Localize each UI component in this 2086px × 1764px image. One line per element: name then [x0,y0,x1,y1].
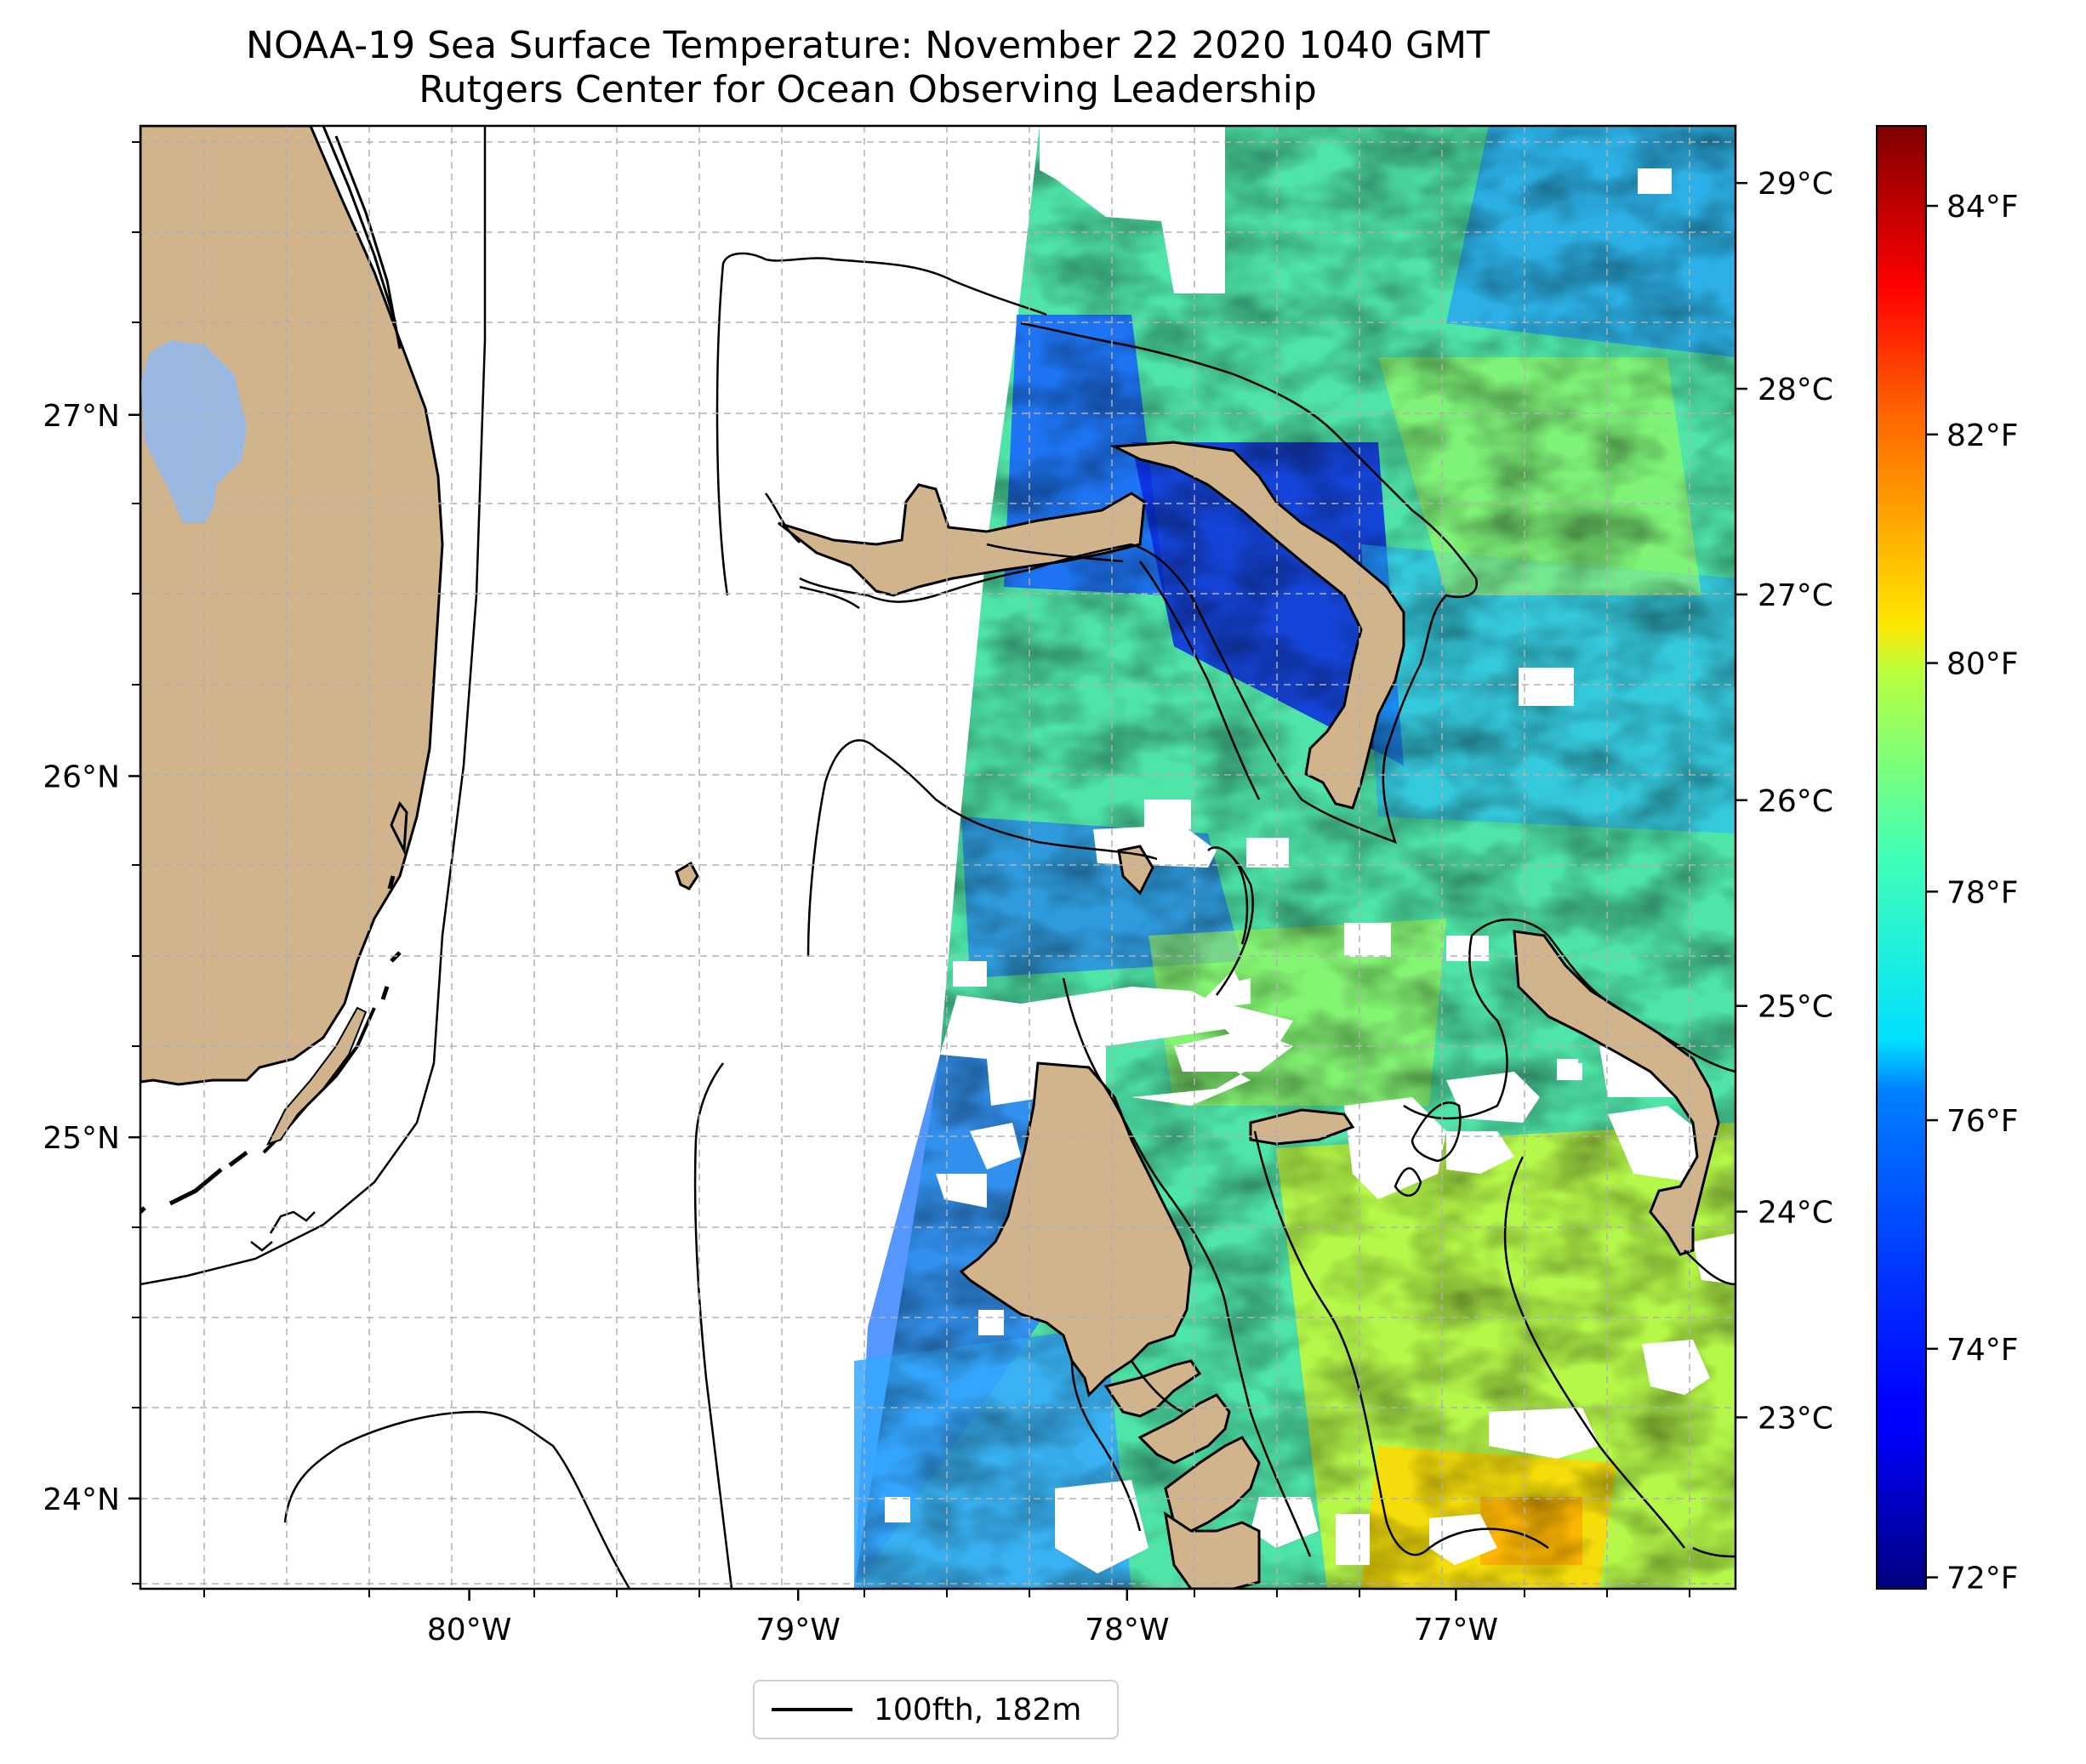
fahrenheit-tick-label-2: 76°F [1946,1104,2019,1139]
lon-tick-label-0: 80°W [427,1613,511,1647]
lon-tick-label-3: 77°W [1414,1613,1498,1647]
lon-tick-label-1: 79°W [755,1613,840,1647]
lat-lon-grid [140,126,1735,1589]
fahrenheit-tick-label-5: 82°F [1946,418,2019,453]
map-title: NOAA-19 Sea Surface Temperature: Novembe… [246,24,1490,67]
fahrenheit-tick-label-4: 80°F [1946,647,2019,682]
colorbar-celsius-ticks: 23°C 24°C 25°C 26°C 27°C 28°C 29°C [1735,167,1833,1436]
celsius-tick-label-2: 25°C [1758,990,1833,1025]
bahamas-land [675,441,1720,1589]
lat-tick-label-0: 27°N [43,399,120,434]
sst-swath [854,126,1735,1589]
celsius-tick-label-5: 28°C [1758,373,1833,407]
latitude-ticks: 27°N 26°N 25°N 24°N [43,399,140,1517]
fahrenheit-tick-label-1: 74°F [1946,1333,2019,1368]
bathymetry-contour [140,126,1735,1589]
lat-tick-label-2: 25°N [43,1121,120,1156]
florida-land [140,126,444,1214]
fahrenheit-tick-label-3: 78°F [1946,875,2019,910]
celsius-tick-label-6: 29°C [1758,167,1833,202]
map-frame [139,124,1737,1590]
longitude-ticks: 80°W 79°W 78°W 77°W [427,1589,1498,1647]
lat-tick-label-1: 26°N [43,760,120,794]
lon-tick-label-2: 78°W [1085,1613,1169,1647]
colorbar [1876,125,1927,1590]
colorbar-fahrenheit-ticks: 72°F 74°F 76°F 78°F 80°F 82°F 84°F [1926,190,2019,1596]
minor-ticks [132,141,1690,1597]
fahrenheit-tick-label-0: 72°F [1946,1562,2019,1596]
legend-line-swatch [772,1708,852,1711]
celsius-tick-label-1: 24°C [1758,1196,1833,1231]
lat-tick-label-3: 24°N [43,1482,120,1517]
celsius-tick-label-3: 26°C [1758,784,1833,819]
map-legend: 100fth, 182m [753,1680,1119,1739]
celsius-tick-label-4: 27°C [1758,578,1833,613]
legend-label: 100fth, 182m [874,1692,1082,1727]
map-subtitle: Rutgers Center for Ocean Observing Leade… [419,68,1317,111]
fahrenheit-tick-label-6: 84°F [1946,190,2019,225]
lake-okeechobee [140,340,247,523]
celsius-tick-label-0: 23°C [1758,1401,1833,1436]
